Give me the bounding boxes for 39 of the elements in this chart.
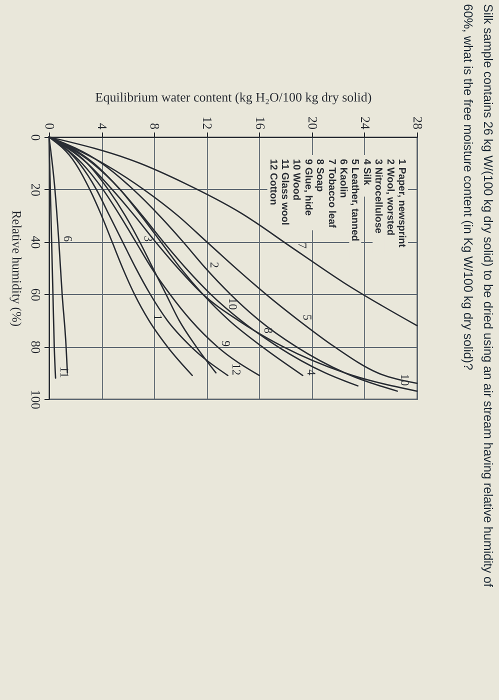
x-axis-title: Equilibrium water content (kg H₂O/100 kg dry solid) [95, 90, 372, 104]
annotation: 11 Glass wool [279, 159, 290, 226]
annotation: 5 [300, 314, 315, 320]
y-tick-label: 0 [28, 134, 44, 141]
annotation: 10 Wood [290, 159, 302, 200]
annotation: 5 Leather, tanned [349, 159, 360, 242]
y-axis-title: Relative humidity (%) [10, 210, 24, 327]
annotation: 2 Wool, worsted [384, 159, 396, 236]
y-tick-label: 40 [28, 236, 44, 249]
y-tick-label: 100 [28, 390, 44, 410]
annotation: 12 [230, 363, 244, 376]
annotation: 4 Silk [360, 159, 372, 186]
annotation: 6 Kaolin [338, 159, 348, 198]
annotation: 1 Paper, newsprint [396, 159, 407, 248]
annotation: 8 Soap [314, 159, 326, 192]
x-tick-label: 20 [305, 116, 320, 130]
x-tick-label: 12 [200, 116, 216, 130]
y-tick-label: 60 [28, 288, 44, 302]
x-tick-label: 4 [95, 123, 110, 130]
x-tick-label: 24 [358, 116, 373, 130]
annotation: 4 [304, 369, 319, 376]
x-tick-label: 0 [42, 123, 58, 130]
x-tick-label: 28 [410, 116, 426, 130]
annotation: 3 Nitrocellulose [372, 159, 384, 234]
annotation: 6 [60, 236, 75, 242]
annotation: 7 [295, 242, 310, 249]
annotation: 1 [150, 314, 165, 320]
annotation: 9 [219, 340, 234, 347]
annotation: 7 Tobacco leaf [326, 159, 337, 228]
annotation: 12 Cotton [267, 159, 278, 206]
x-tick-label: 16 [252, 116, 268, 130]
annotation: 11 [58, 366, 72, 378]
annotation: 10 [226, 298, 240, 310]
annotation: 2 [207, 262, 222, 268]
x-tick-label: 8 [148, 123, 163, 130]
text: Silk sample contains 26 kg W/(100 kg dry solid) to be dried using an air stream having relative humidity of 60%, what is the free moisture content (in Kg W/100 kg dry solid)? [461, 4, 495, 588]
annotation: 9 Glue, hide [302, 159, 314, 216]
y-tick-label: 20 [28, 183, 44, 196]
y-tick-label: 80 [28, 340, 44, 354]
